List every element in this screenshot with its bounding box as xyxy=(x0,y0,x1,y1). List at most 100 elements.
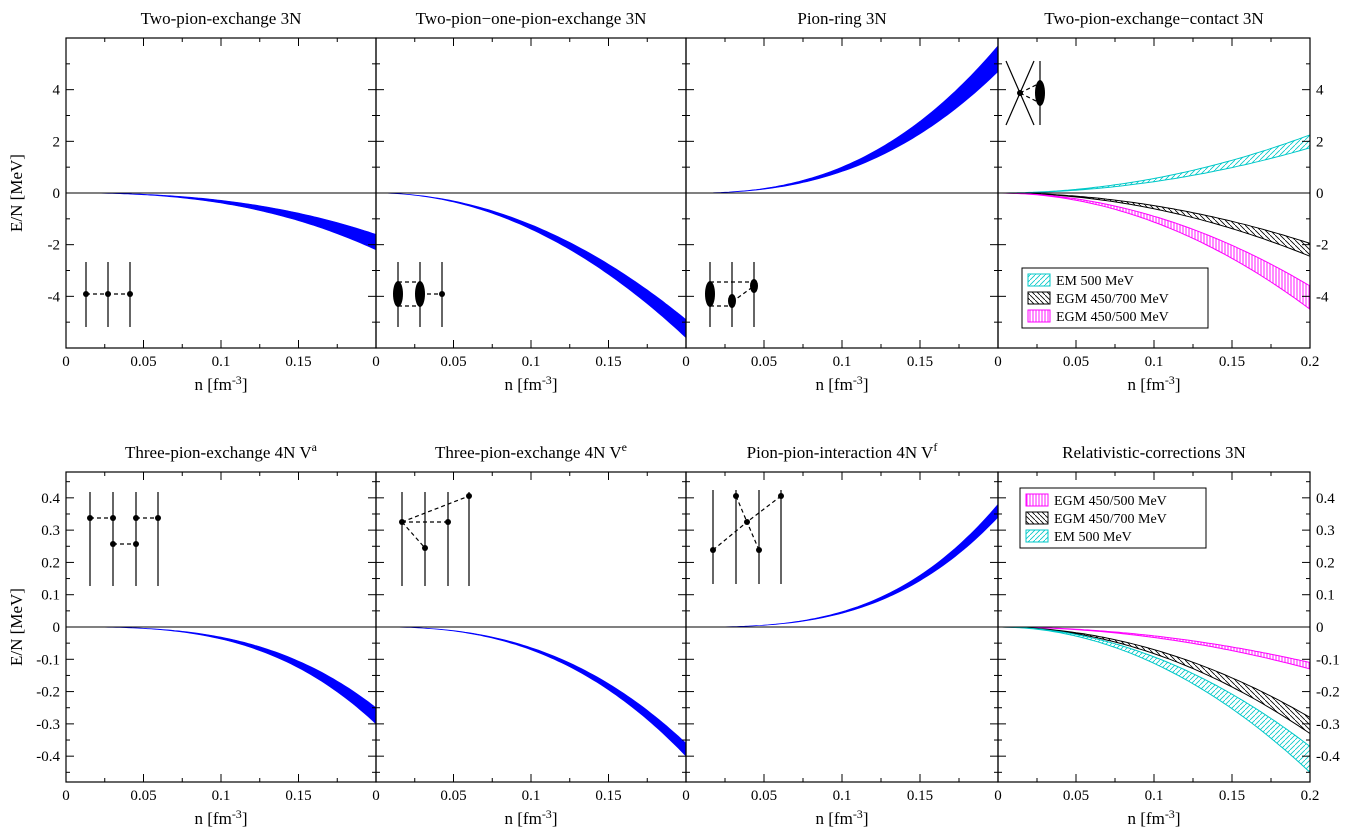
x-axis-label-end: ] xyxy=(863,809,869,828)
diagram-vertex xyxy=(744,519,750,525)
diagram-vertex xyxy=(710,547,716,553)
x-tick-label: 0 xyxy=(682,354,690,370)
x-axis-label-sup: -3 xyxy=(853,807,863,821)
x-axis-label-sup: -3 xyxy=(542,373,552,387)
x-tick-label: 0.15 xyxy=(907,354,933,370)
x-tick-label: 0 xyxy=(994,354,1002,370)
panel-5: Three-pion-exchange 4N Va 0 0.05 0.1 0.15 n [… xyxy=(36,440,377,828)
legend-label: EM 500 MeV xyxy=(1056,274,1134,289)
diagram-icon xyxy=(83,262,133,327)
panel-title-text: Two-pion−one-pion-exchange 3N xyxy=(416,9,647,28)
x-axis-label-sup: -3 xyxy=(542,807,552,821)
x-tick-label: 0.1 xyxy=(1145,788,1164,804)
legend-swatch xyxy=(1027,291,1051,305)
x-tick-label: 0.1 xyxy=(833,788,852,804)
legend-swatch xyxy=(1025,493,1049,507)
diagram-pion-line xyxy=(712,521,748,551)
panel-title-text: Relativistic-corrections 3N xyxy=(1062,443,1246,462)
panel-title: Two-pion-exchange−contact 3N xyxy=(1044,9,1263,28)
band-1-1 xyxy=(66,192,377,251)
y-tick-label: 0.3 xyxy=(41,523,60,539)
y-axis-label-bottom: E/N [MeV] xyxy=(7,588,26,666)
x-tick-label: 0.1 xyxy=(522,788,541,804)
x-axis-label-sup: -3 xyxy=(1165,373,1175,387)
diagram-icon xyxy=(710,490,784,584)
diagram-vertex xyxy=(733,493,739,499)
legend-label: EM 500 MeV xyxy=(1054,530,1132,545)
y-tick-label: 4 xyxy=(1316,83,1324,99)
diagram-blob xyxy=(393,281,403,307)
y-tick-label: -4 xyxy=(1316,289,1329,305)
x-tick-label: 0.05 xyxy=(130,354,156,370)
y-tick-label: 0.4 xyxy=(1316,491,1335,507)
legend-label: EGM 450/500 MeV xyxy=(1056,310,1169,325)
diagram-pion-line xyxy=(746,495,782,523)
diagram-vertex xyxy=(110,515,116,521)
x-axis-label: n [fm-3] xyxy=(195,807,248,828)
diagram-vertex xyxy=(422,545,428,551)
legend-label: EGM 450/700 MeV xyxy=(1054,512,1167,527)
x-tick-label: 0.05 xyxy=(751,354,777,370)
y-tick-label: 0 xyxy=(1316,620,1324,636)
diagram-pion-line xyxy=(401,495,470,523)
x-axis-label-end: ] xyxy=(1175,809,1181,828)
diagram-blob xyxy=(750,279,758,293)
diagram-blob xyxy=(1035,80,1045,106)
y-tick-label: 0 xyxy=(1316,186,1324,202)
band-4-2 xyxy=(998,192,1311,258)
panel-title: Three-pion-exchange 4N Ve xyxy=(435,440,627,462)
x-tick-label: 0.1 xyxy=(833,354,852,370)
diagram-icon xyxy=(705,262,758,327)
x-tick-label: 0.15 xyxy=(285,788,311,804)
x-axis-label: n [fm-3] xyxy=(195,373,248,394)
x-tick-label: 0.05 xyxy=(1063,354,1089,370)
diagram-pion-line xyxy=(746,521,760,551)
diagram-vertex xyxy=(83,291,89,297)
diagram-vertex xyxy=(127,291,133,297)
x-axis-label-sup: -3 xyxy=(232,807,242,821)
x-tick-label: 0.05 xyxy=(440,354,466,370)
x-axis-label-text: n [fm xyxy=(505,809,542,828)
x-axis-label: n [fm-3] xyxy=(816,807,869,828)
x-axis-label-end: ] xyxy=(863,375,869,394)
x-tick-label: 0.15 xyxy=(907,788,933,804)
diagram-vertex xyxy=(439,291,445,297)
panel-title-text: Pion-pion-interaction 4N V xyxy=(747,443,934,462)
y-tick-label: 0.3 xyxy=(1316,523,1335,539)
y-tick-label: -0.4 xyxy=(36,749,60,765)
y-tick-label: 2 xyxy=(1316,134,1324,150)
y-tick-label: 2 xyxy=(53,134,61,150)
y-tick-label: -0.2 xyxy=(1316,685,1340,701)
y-tick-label: 0.2 xyxy=(1316,555,1335,571)
legend-label: EGM 450/700 MeV xyxy=(1056,292,1169,307)
legend-swatch xyxy=(1027,309,1051,323)
diagram-vertex xyxy=(87,515,93,521)
y-tick-label: 0.1 xyxy=(41,588,60,604)
diagram-vertex xyxy=(1017,90,1023,96)
panel-title-text: Pion-ring 3N xyxy=(797,9,886,28)
x-axis-label-text: n [fm xyxy=(1128,809,1165,828)
y-tick-label: -0.3 xyxy=(36,717,60,733)
x-axis-label: n [fm-3] xyxy=(505,373,558,394)
x-tick-label: 0.15 xyxy=(595,788,621,804)
band-2-1 xyxy=(376,192,687,339)
x-tick-label: 0.05 xyxy=(751,788,777,804)
panel-7: Pion-pion-interaction 4N Vf 0 0.05 0.1 0.15 n… xyxy=(682,440,999,828)
diagram-icon xyxy=(393,262,445,327)
x-tick-label: 0 xyxy=(372,788,380,804)
x-axis-label-end: ] xyxy=(242,375,248,394)
x-axis-label-sup: -3 xyxy=(232,373,242,387)
x-axis-label-text: n [fm xyxy=(195,375,232,394)
diagram-vertex xyxy=(445,519,451,525)
legend-swatch xyxy=(1027,273,1051,287)
x-tick-label: 0.1 xyxy=(212,788,231,804)
diagram-icon xyxy=(399,492,472,586)
x-tick-label: 0 xyxy=(994,788,1002,804)
diagram-vertex xyxy=(110,541,116,547)
y-tick-label: 4 xyxy=(53,83,61,99)
x-axis-label: n [fm-3] xyxy=(1128,807,1181,828)
x-axis-label-end: ] xyxy=(552,375,558,394)
y-tick-label: 0.2 xyxy=(41,555,60,571)
legend-swatch xyxy=(1025,511,1049,525)
x-tick-label: 0.2 xyxy=(1301,354,1320,370)
